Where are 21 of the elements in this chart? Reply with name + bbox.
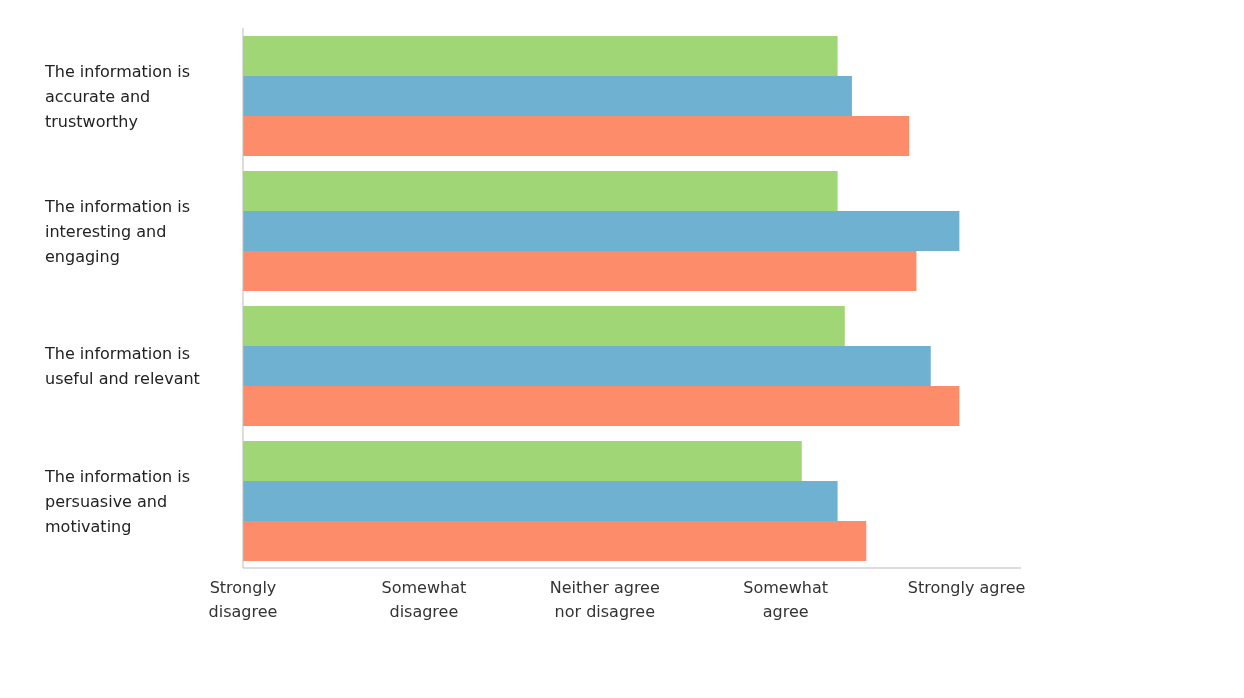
y-tick-label: The information is persuasive and motivating [44, 466, 191, 536]
text: Somewhat agree [742, 577, 829, 623]
y-tick-label: The information is useful and relevant [44, 344, 200, 388]
bar [243, 211, 960, 252]
bar [243, 386, 960, 427]
y-tick-label: The information is accurate and trustworthy [44, 61, 191, 131]
bar [243, 441, 802, 482]
bar [243, 481, 838, 522]
text: Strongly agree [906, 577, 1027, 599]
text: Strongly disagree [207, 577, 279, 623]
text: Somewhat disagree [380, 577, 468, 623]
bar [243, 521, 867, 562]
bar [243, 116, 910, 157]
y-tick-label: The information is interesting and engaging [44, 196, 191, 266]
bar [243, 171, 838, 212]
bar [243, 306, 845, 347]
bar [243, 346, 931, 387]
bar [243, 36, 838, 77]
bar [243, 251, 917, 292]
bar [243, 76, 852, 117]
text: Neither agree nor disagree [548, 577, 661, 623]
